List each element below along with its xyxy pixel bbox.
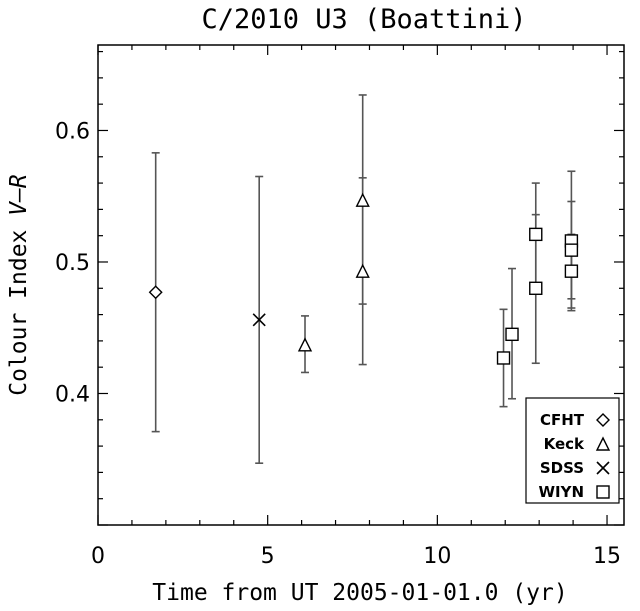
chart-title: C/2010 U3 (Boattini)	[201, 4, 526, 35]
legend: CFHT Keck SDSS WIYN	[525, 397, 620, 504]
data-point-wiyn	[529, 281, 543, 295]
x-axis-title: Time from UT 2005-01-01.0 (yr)	[152, 580, 567, 606]
x-tick-label: 10	[423, 544, 451, 569]
data-point-keck	[355, 192, 370, 207]
y-tick-labels: 0.4 0.5 0.6	[55, 119, 90, 407]
data-point-wiyn	[564, 264, 579, 278]
x-tick-label: 5	[261, 544, 275, 569]
legend-marker-keck	[595, 436, 611, 451]
cross-stroke	[596, 461, 610, 475]
x-tick-label: 15	[593, 544, 621, 569]
y-tick-label: 0.4	[55, 382, 90, 407]
data-point-keck	[297, 337, 313, 352]
legend-marker-sdss	[596, 461, 610, 475]
legend-label: Keck	[544, 435, 585, 453]
data-markers	[148, 192, 579, 365]
legend-marker-wiyn	[596, 485, 610, 499]
legend-marker-cfht	[596, 413, 610, 427]
data-point-wiyn	[564, 243, 579, 257]
data-point-wiyn	[529, 227, 543, 242]
legend-label: SDSS	[540, 459, 584, 477]
y-tick-label: 0.5	[55, 251, 90, 276]
error-bars	[151, 94, 576, 464]
data-point-keck	[355, 263, 370, 278]
y-tick-label: 0.6	[55, 119, 90, 144]
data-point-cfht	[148, 285, 163, 300]
x-tick-label: 0	[91, 544, 105, 569]
plot-frame	[97, 44, 625, 526]
legend-entry-cfht: CFHT	[540, 411, 610, 429]
x-tick-labels: 0 5 10 15	[91, 544, 621, 569]
legend-entry-keck: Keck	[544, 435, 611, 453]
legend-entry-wiyn: WIYN	[538, 483, 610, 501]
axis-ticks	[97, 45, 624, 526]
data-point-sdss	[252, 313, 266, 327]
legend-entry-sdss: SDSS	[540, 459, 610, 477]
data-point-wiyn	[505, 327, 519, 342]
legend-label: WIYN	[538, 483, 584, 501]
y-axis-title: Colour Index V–R	[6, 174, 32, 396]
y-axis-title-italic: V–R	[6, 174, 32, 216]
y-axis-title-prefix: Colour Index	[6, 216, 32, 396]
legend-label: CFHT	[540, 411, 585, 429]
data-point-wiyn	[496, 351, 511, 365]
cross-stroke	[252, 313, 266, 327]
